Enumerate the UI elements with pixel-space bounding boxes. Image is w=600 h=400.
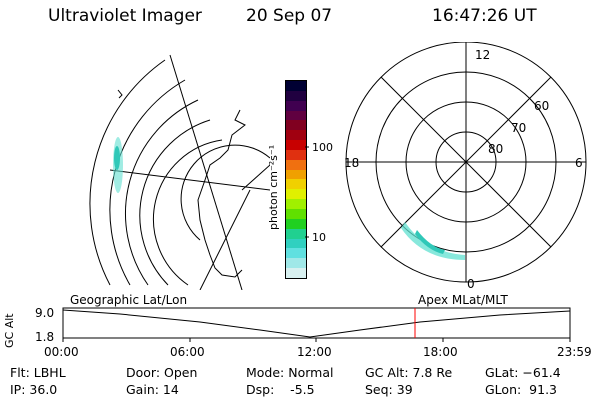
colorbar-segment bbox=[286, 169, 306, 180]
lat-arc bbox=[153, 139, 223, 286]
colorbar-segment bbox=[286, 149, 306, 160]
colorbar bbox=[285, 80, 307, 279]
aurora-emission bbox=[114, 146, 120, 170]
geographic-map bbox=[89, 54, 270, 290]
gc-alt-info: GC Alt: 7.8 Re bbox=[365, 365, 453, 380]
xtick-0600: 06:00 bbox=[170, 345, 205, 359]
xtick-2359: 23:59 bbox=[557, 345, 592, 359]
seq-info: Seq: 39 bbox=[365, 382, 413, 397]
mlt-label-18: 18 bbox=[344, 156, 359, 170]
colorbar-tick-100: 100 bbox=[312, 141, 333, 154]
mlt-label-6: 6 bbox=[575, 156, 583, 170]
colorbar-segment bbox=[286, 120, 306, 131]
polar-plot: 12 18 6 0 60 70 80 bbox=[344, 42, 587, 291]
aurora-oval bbox=[401, 222, 465, 260]
colorbar-segment bbox=[286, 248, 306, 259]
colorbar-segment bbox=[286, 258, 306, 269]
mlt-diagonal bbox=[380, 76, 552, 248]
colorbar-segment bbox=[286, 90, 306, 101]
colorbar-axis: photon cm⁻²s⁻¹ 100 10 bbox=[267, 141, 333, 244]
time-label: 16:47:26 UT bbox=[432, 6, 537, 26]
glon-info: GLon: 91.3 bbox=[485, 382, 557, 397]
altitude-plot: GC Alt 9.0 1.8 00:00 06:00 12:00 18:00 2… bbox=[3, 306, 592, 359]
colorbar-segment bbox=[286, 100, 306, 111]
gain-info: Gain: 14 bbox=[126, 382, 179, 397]
colorbar-segment bbox=[286, 218, 306, 229]
altitude-plot-frame bbox=[62, 307, 571, 339]
instrument-title: Ultraviolet Imager bbox=[48, 6, 202, 26]
lat-arc bbox=[125, 99, 199, 286]
dsp-info: Dsp: -5.5 bbox=[246, 382, 315, 397]
mlt-label-0: 0 bbox=[467, 277, 475, 291]
colorbar-segment bbox=[286, 140, 306, 150]
altitude-ytick-max: 9.0 bbox=[35, 306, 54, 320]
mlat-label-80: 80 bbox=[488, 142, 503, 156]
colorbar-tick-10: 10 bbox=[312, 231, 326, 244]
inner-circle bbox=[180, 144, 270, 241]
colorbar-segment bbox=[286, 110, 306, 121]
altitude-ytick-min: 1.8 bbox=[35, 330, 54, 344]
colorbar-segment bbox=[286, 179, 306, 190]
geographic-label: Geographic Lat/Lon bbox=[70, 293, 188, 307]
colorbar-segment bbox=[286, 159, 306, 170]
apex-label: Apex MLat/MLT bbox=[418, 293, 508, 307]
ip-info: IP: 36.0 bbox=[10, 382, 58, 397]
date-label: 20 Sep 07 bbox=[246, 6, 333, 26]
aurora-oval-core bbox=[415, 230, 445, 254]
xtick-1200: 12:00 bbox=[297, 345, 332, 359]
colorbar-label: photon cm⁻²s⁻¹ bbox=[267, 145, 280, 230]
mlat-label-70: 70 bbox=[511, 121, 526, 135]
mlt-label-12: 12 bbox=[475, 48, 490, 62]
colorbar-segment bbox=[286, 130, 306, 141]
meridian-line bbox=[199, 189, 251, 290]
lat-arc bbox=[139, 119, 211, 286]
colorbar-segment bbox=[286, 199, 306, 209]
colorbar-segment bbox=[286, 208, 306, 219]
altitude-curve bbox=[62, 309, 571, 338]
door-info: Door: Open bbox=[126, 365, 198, 380]
lat-arc bbox=[89, 59, 166, 286]
coastline bbox=[117, 89, 123, 99]
xtick-0000: 00:00 bbox=[44, 345, 79, 359]
colorbar-segment bbox=[286, 81, 306, 91]
meridian-line bbox=[169, 54, 243, 290]
coastline bbox=[197, 109, 246, 278]
colorbar-segment bbox=[286, 189, 306, 200]
filter-info: Flt: LBHL bbox=[10, 365, 66, 380]
mlat-label-60: 60 bbox=[534, 99, 549, 113]
meridian-line bbox=[109, 169, 270, 191]
xtick-1800: 18:00 bbox=[423, 345, 458, 359]
colorbar-segment bbox=[286, 268, 306, 278]
mode-info: Mode: Normal bbox=[246, 365, 334, 380]
colorbar-segment bbox=[286, 228, 306, 239]
colorbar-segment bbox=[286, 238, 306, 249]
glat-info: GLat: −61.4 bbox=[485, 365, 561, 380]
altitude-ylabel: GC Alt bbox=[3, 313, 16, 348]
meridian-line bbox=[241, 164, 270, 191]
